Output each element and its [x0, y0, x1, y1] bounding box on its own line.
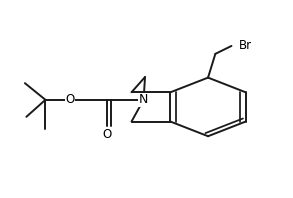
Text: Br: Br	[239, 39, 252, 52]
Text: N: N	[139, 93, 148, 106]
Text: O: O	[102, 128, 112, 141]
Text: O: O	[65, 93, 74, 106]
